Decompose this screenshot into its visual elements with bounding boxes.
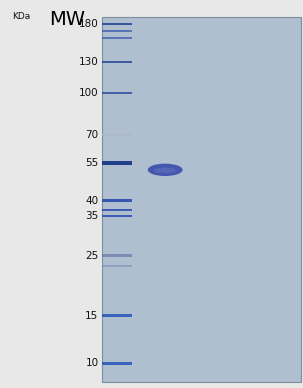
Bar — [102, 37, 132, 39]
Bar — [102, 362, 132, 365]
Text: 55: 55 — [85, 158, 98, 168]
Bar — [102, 23, 132, 25]
Bar — [102, 255, 132, 257]
Text: 100: 100 — [79, 88, 98, 98]
Text: 15: 15 — [85, 311, 98, 321]
Text: 40: 40 — [85, 196, 98, 206]
Bar — [102, 215, 132, 217]
Bar — [102, 30, 132, 32]
Bar — [102, 134, 132, 136]
Text: KDa: KDa — [12, 12, 30, 21]
Ellipse shape — [148, 164, 182, 176]
Bar — [102, 314, 132, 317]
Bar — [102, 92, 132, 94]
Bar — [102, 265, 132, 267]
Text: 25: 25 — [85, 251, 98, 261]
Ellipse shape — [154, 168, 176, 173]
Text: 70: 70 — [85, 130, 98, 140]
Bar — [102, 199, 132, 202]
Text: 130: 130 — [79, 57, 98, 68]
Text: 10: 10 — [85, 358, 98, 368]
Bar — [102, 61, 132, 64]
Bar — [102, 209, 132, 211]
Text: 35: 35 — [85, 211, 98, 221]
Bar — [102, 17, 301, 382]
Text: MW: MW — [49, 10, 85, 29]
Text: 180: 180 — [79, 19, 98, 29]
Bar — [102, 161, 132, 165]
